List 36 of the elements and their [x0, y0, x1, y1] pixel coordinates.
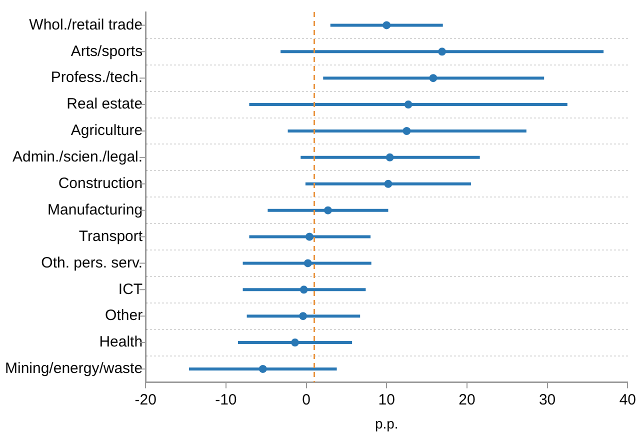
x-tick-label: 20 — [458, 391, 476, 408]
point — [404, 100, 412, 109]
point — [258, 364, 267, 373]
y-tick-label: Health — [99, 334, 143, 351]
y-tick-label: Mining/energy/waste — [4, 360, 143, 378]
point — [438, 48, 446, 56]
x-tick-label: -20 — [134, 391, 156, 408]
y-tick-label: Real estate — [66, 96, 143, 113]
point — [384, 180, 392, 188]
point — [382, 21, 391, 30]
point — [291, 338, 300, 347]
point — [300, 286, 308, 294]
x-tick-label: 30 — [538, 391, 556, 408]
y-tick-label: Construction — [58, 175, 143, 192]
point — [304, 259, 312, 268]
x-tick-label: 40 — [619, 391, 636, 408]
y-tick-label: Profess./tech. — [50, 69, 143, 86]
y-tick-label: ICT — [118, 280, 143, 298]
x-tick-label: 10 — [378, 391, 395, 408]
x-tick-label: 0 — [302, 391, 310, 408]
y-tick-label: Other — [105, 307, 143, 324]
y-tick-label: Agriculture — [70, 122, 143, 140]
x-axis-title: p.p. — [374, 415, 398, 432]
x-tick-label: -10 — [215, 391, 237, 408]
y-tick-label: Oth. pers. serv. — [41, 254, 143, 272]
point — [305, 232, 314, 241]
point — [429, 74, 438, 82]
point — [386, 153, 394, 162]
point — [324, 206, 332, 214]
point — [402, 126, 411, 135]
y-tick-label: Manufacturing — [48, 201, 143, 218]
y-tick-label: Transport — [78, 228, 144, 245]
y-tick-label: Admin./scien./legal. — [12, 148, 143, 166]
y-tick-label: Arts/sports — [70, 42, 143, 60]
point — [299, 312, 308, 320]
y-tick-label: Whol./retail trade — [29, 16, 143, 34]
